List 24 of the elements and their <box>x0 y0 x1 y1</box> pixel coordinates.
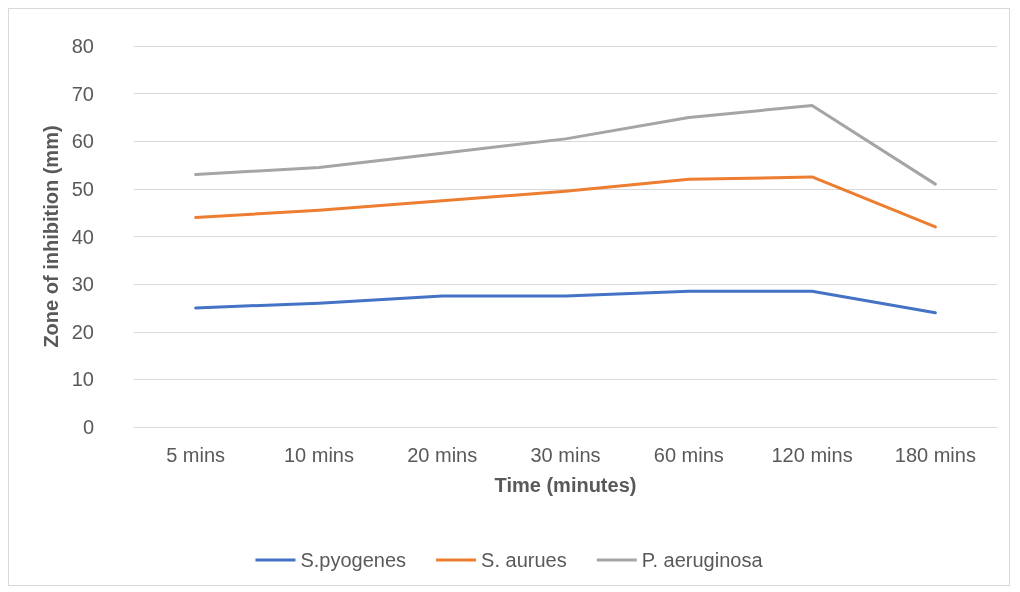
x-tick-label: 60 mins <box>653 444 724 466</box>
x-tick-label: 20 mins <box>407 444 478 466</box>
y-tick-label: 20 <box>71 320 94 343</box>
line-series <box>194 104 937 186</box>
x-axis-title: Time (minutes) <box>494 474 637 496</box>
line-series <box>194 175 937 229</box>
x-tick-label: 30 mins <box>530 444 601 466</box>
y-tick-label: 50 <box>71 177 94 200</box>
line-series <box>194 289 937 315</box>
x-tick-label: 180 mins <box>894 444 976 466</box>
y-tick-label: 70 <box>71 82 94 105</box>
x-tick-label: 5 mins <box>166 444 226 466</box>
x-tick-label: 10 mins <box>283 444 354 466</box>
y-tick-label: 30 <box>71 273 94 296</box>
x-tick-label: 120 mins <box>771 444 853 466</box>
y-tick-label: 10 <box>71 368 94 391</box>
y-tick-label: 80 <box>71 35 94 57</box>
legend-label: S.pyogenes <box>300 549 407 571</box>
y-tick-label: 40 <box>71 225 94 248</box>
y-tick-label: 60 <box>71 130 94 153</box>
legend-label: S. aurues <box>481 549 567 571</box>
legend-label: P. aeruginosa <box>641 549 764 571</box>
y-axis-title: Zone of inhibition (mm) <box>39 125 62 348</box>
y-tick-label: 0 <box>82 416 94 438</box>
